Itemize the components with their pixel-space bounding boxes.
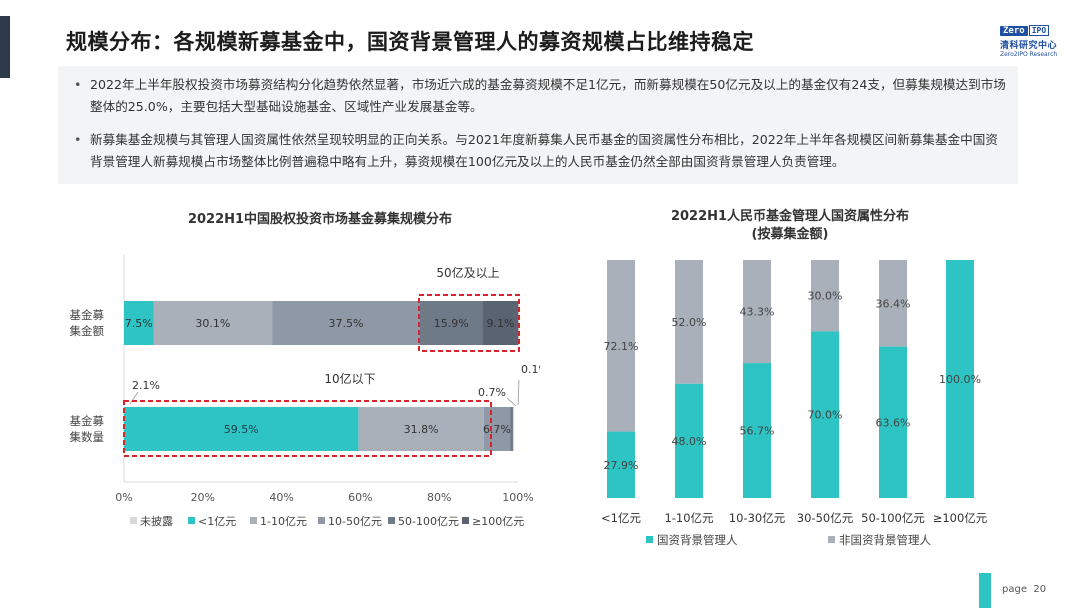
chart1-legend-swatch bbox=[318, 517, 325, 524]
chart1-x-tick-label: 40% bbox=[269, 491, 293, 504]
chart1-data-label: 31.8% bbox=[404, 423, 439, 436]
chart1-data-label: 30.1% bbox=[195, 317, 230, 330]
chart2-legend-label-nonstate: 非国资背景管理人 bbox=[839, 533, 931, 547]
chart1-legend-label: 1-10亿元 bbox=[260, 515, 307, 528]
chart1-legend-swatch bbox=[388, 517, 395, 524]
chart2-data-label-state: 100.0% bbox=[939, 373, 981, 386]
chart2-title-main: 2022H1人民币基金管理人国资属性分布 bbox=[670, 209, 910, 224]
chart1-annotation-bottom: 10亿以下 bbox=[324, 371, 375, 386]
chart1-bar-segment bbox=[124, 301, 154, 345]
chart1-x-tick-label: 80% bbox=[427, 491, 451, 504]
chart1-legend-swatch bbox=[130, 517, 137, 524]
chart1-data-label-small: 0.7% bbox=[478, 386, 506, 399]
chart2-data-label-nonstate: 36.4% bbox=[876, 297, 911, 310]
chart1-label-leader bbox=[506, 397, 517, 407]
chart1-bar-segment bbox=[510, 407, 513, 451]
note-bullet-2: 新募集基金规模与其管理人国资属性依然呈现较明显的正向关系。与2021年度新募集人… bbox=[74, 129, 1010, 173]
page-number-value: 20 bbox=[1033, 584, 1047, 595]
chart1-legend-swatch bbox=[462, 517, 469, 524]
note-bullet-1: 2022年上半年股权投资市场募资结构分化趋势依然显著，市场近六成的基金募资规模不… bbox=[74, 74, 1010, 118]
chart1-bar-segment bbox=[153, 301, 273, 345]
chart1-legend-label: <1亿元 bbox=[198, 515, 236, 528]
chart1-legend-label: 10-50亿元 bbox=[328, 515, 382, 528]
chart1-bar-segment bbox=[419, 301, 483, 345]
chart1-data-label: 15.9% bbox=[434, 317, 469, 330]
chart1-highlight-box-top bbox=[418, 294, 520, 352]
page-label: page bbox=[1002, 584, 1027, 595]
chart1-title: 2022H1中国股权投资市场基金募集规模分布 bbox=[187, 212, 453, 227]
chart1-category-label: 基金募 bbox=[70, 414, 105, 428]
page-accent-bar bbox=[979, 573, 991, 608]
chart1-bar-segment bbox=[272, 301, 420, 345]
chart2-bar-nonstate bbox=[607, 260, 635, 432]
logo-cn-text: 清科研究中心 bbox=[1000, 41, 1058, 51]
chart2-data-label-nonstate: 43.3% bbox=[740, 306, 775, 319]
chart1-x-tick-label: 100% bbox=[502, 491, 533, 504]
chart1-data-label: 7.5% bbox=[125, 317, 153, 330]
chart1-legend-label: 未披露 bbox=[140, 514, 173, 528]
chart2-data-label-nonstate: 52.0% bbox=[672, 316, 707, 329]
chart2-bar-nonstate bbox=[675, 260, 703, 384]
chart2-subtitle: (按募集金额) bbox=[751, 227, 829, 242]
page-title: 规模分布：各规模新募基金中，国资背景管理人的募资规模占比维持稳定 bbox=[66, 30, 754, 54]
chart2-data-label-state: 70.0% bbox=[808, 409, 843, 422]
chart2-bar-state bbox=[675, 383, 703, 498]
chart2-category-label: ≥100亿元 bbox=[933, 511, 988, 525]
chart2-bar-state bbox=[879, 346, 907, 498]
chart2-legend-swatch-nonstate bbox=[828, 536, 835, 543]
chart1-legend-label: 50-100亿元 bbox=[398, 515, 459, 528]
chart2-bar-state bbox=[743, 363, 771, 498]
chart1-data-label: 9.1% bbox=[486, 317, 514, 330]
chart1-bar-segment bbox=[482, 301, 519, 345]
zero2ipo-logo: Zero IPO 清科研究中心 Zero2IPO Research bbox=[1000, 25, 1062, 65]
chart2-data-label-state: 48.0% bbox=[672, 435, 707, 448]
chart1-annotation-small: 2.1% bbox=[132, 379, 160, 392]
chart1-data-label: 59.5% bbox=[224, 423, 259, 436]
chart2-category-label: 10-30亿元 bbox=[729, 511, 786, 525]
chart1-label-leader bbox=[517, 379, 520, 406]
chart2-bar-nonstate bbox=[743, 260, 771, 364]
header-accent-bar bbox=[0, 16, 10, 78]
chart2-bar-state bbox=[811, 331, 839, 498]
chart1-legend-swatch bbox=[250, 517, 257, 524]
chart1-legend-label: ≥100亿元 bbox=[472, 515, 524, 528]
chart2-data-label-nonstate: 72.1% bbox=[604, 340, 639, 353]
chart1-x-tick-label: 0% bbox=[115, 491, 132, 504]
chart1-x-tick-label: 20% bbox=[191, 491, 215, 504]
logo-en-text: Zero2IPO Research bbox=[1000, 51, 1058, 58]
chart2-bar-state bbox=[946, 260, 974, 498]
chart2-data-label-state: 56.7% bbox=[740, 425, 775, 438]
chart1-data-label: 37.5% bbox=[329, 317, 364, 330]
chart1-bar-segment bbox=[358, 407, 484, 451]
chart2-category-label: 1-10亿元 bbox=[664, 511, 714, 525]
chart2-category-label: 30-50亿元 bbox=[797, 511, 854, 525]
chart1-legend-swatch bbox=[188, 517, 195, 524]
chart2-data-label-state: 63.6% bbox=[876, 416, 911, 429]
chart2-bar-state bbox=[607, 431, 635, 498]
chart1-annotation-top: 50亿及以上 bbox=[436, 265, 499, 280]
logo-zero-text: Zero bbox=[1000, 25, 1028, 36]
chart1-x-tick-label: 60% bbox=[348, 491, 372, 504]
chart1-bar-segment bbox=[483, 407, 511, 451]
chart2-data-label-state: 27.9% bbox=[604, 459, 639, 472]
chart1-data-label-small: 0.1% bbox=[521, 363, 540, 376]
chart2-bar-nonstate bbox=[811, 260, 839, 332]
chart2-title: 2022H1人民币基金管理人国资属性分布 (按募集金额) bbox=[600, 208, 980, 244]
chart1-category-label: 基金募 bbox=[70, 308, 105, 322]
chart1-bar-segment bbox=[124, 407, 359, 451]
chart1-label-leader bbox=[129, 391, 139, 405]
chart1-category-label: 集数量 bbox=[70, 430, 105, 444]
chart2-data-label-nonstate: 30.0% bbox=[808, 290, 843, 303]
chart2-category-label: <1亿元 bbox=[601, 511, 641, 525]
page-number: page 20 bbox=[1002, 584, 1046, 595]
chart2-category-label: 50-100亿元 bbox=[861, 511, 925, 525]
chart2-bar-nonstate bbox=[879, 260, 907, 347]
chart2-legend-swatch-state bbox=[646, 536, 653, 543]
chart1-category-label: 集金额 bbox=[70, 324, 105, 338]
chart1-data-label: 6.7% bbox=[483, 423, 511, 436]
chart2-legend-label-state: 国资背景管理人 bbox=[657, 533, 738, 547]
chart1-highlight-box-bottom bbox=[123, 400, 492, 457]
logo-ipo-text: IPO bbox=[1028, 25, 1050, 36]
